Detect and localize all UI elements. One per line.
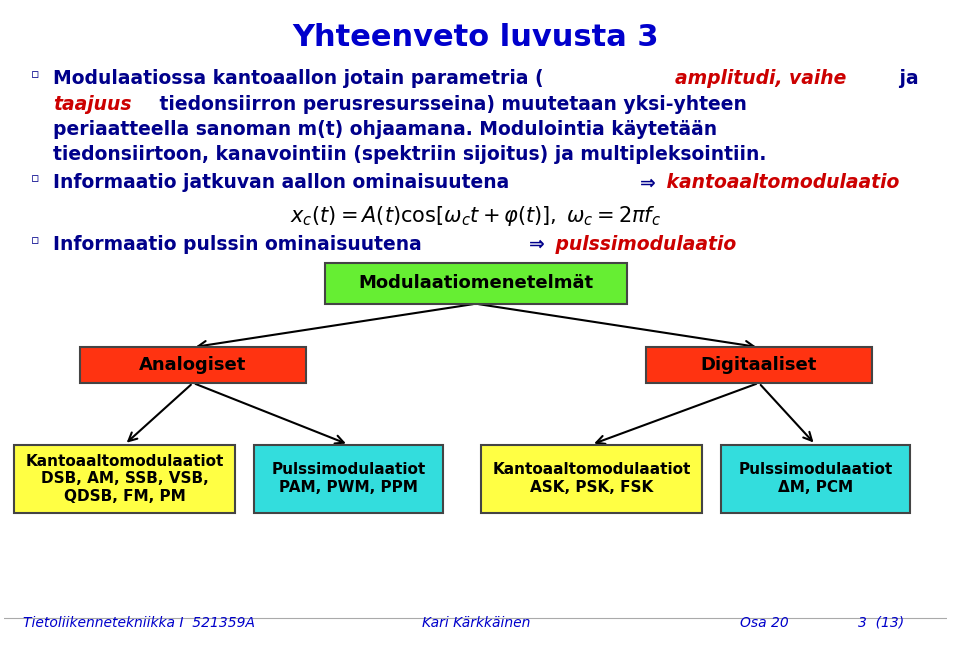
Text: periaatteella sanoman m(t) ohjaamana. Modulointia käytetään: periaatteella sanoman m(t) ohjaamana. Mo… xyxy=(54,120,717,139)
Text: Tietoliikennetekniikka I  521359A: Tietoliikennetekniikka I 521359A xyxy=(23,615,255,630)
Text: amplitudi, vaihe: amplitudi, vaihe xyxy=(675,69,847,88)
Text: ▫: ▫ xyxy=(31,234,39,247)
FancyBboxPatch shape xyxy=(325,263,627,304)
Text: Modulaatiossa kantoaallon jotain parametria (: Modulaatiossa kantoaallon jotain paramet… xyxy=(54,69,544,88)
Text: Yhteenveto luvusta 3: Yhteenveto luvusta 3 xyxy=(293,23,660,52)
Text: ▫: ▫ xyxy=(31,172,39,185)
Text: pulssimodulaatio: pulssimodulaatio xyxy=(549,235,736,254)
Text: ja: ja xyxy=(893,69,918,88)
Text: $x_c(t) = A(t)\cos[\omega_c t + \varphi(t)],\;\omega_c = 2\pi f_c$: $x_c(t) = A(t)\cos[\omega_c t + \varphi(… xyxy=(290,204,661,228)
Text: Modulaatiomenetelmät: Modulaatiomenetelmät xyxy=(358,275,593,292)
Text: Pulssimodulaatiot
ΔM, PCM: Pulssimodulaatiot ΔM, PCM xyxy=(738,463,893,495)
FancyBboxPatch shape xyxy=(80,347,306,383)
FancyBboxPatch shape xyxy=(254,445,443,513)
Text: Analogiset: Analogiset xyxy=(139,356,247,374)
Text: Kantoaaltomodulaatiot
ASK, PSK, FSK: Kantoaaltomodulaatiot ASK, PSK, FSK xyxy=(492,463,690,495)
Text: Kantoaaltomodulaatiot
DSB, AM, SSB, VSB,
QDSB, FM, PM: Kantoaaltomodulaatiot DSB, AM, SSB, VSB,… xyxy=(25,454,224,504)
Text: Informaatio jatkuvan aallon ominaisuutena: Informaatio jatkuvan aallon ominaisuuten… xyxy=(54,173,516,192)
Text: ⇒: ⇒ xyxy=(640,173,656,192)
Text: Informaatio pulssin ominaisuutena: Informaatio pulssin ominaisuutena xyxy=(54,235,428,254)
FancyBboxPatch shape xyxy=(481,445,702,513)
FancyBboxPatch shape xyxy=(646,347,872,383)
Text: ▫: ▫ xyxy=(31,68,39,81)
Text: Digitaaliset: Digitaaliset xyxy=(701,356,817,374)
Text: 3  (13): 3 (13) xyxy=(858,615,904,630)
Text: Pulssimodulaatiot
PAM, PWM, PPM: Pulssimodulaatiot PAM, PWM, PPM xyxy=(272,463,425,495)
Text: tiedonsiirron perusresursseina) muutetaan yksi-yhteen: tiedonsiirron perusresursseina) muutetaa… xyxy=(153,95,747,114)
FancyBboxPatch shape xyxy=(13,445,235,513)
FancyBboxPatch shape xyxy=(721,445,910,513)
Text: taajuus: taajuus xyxy=(54,95,132,114)
Text: kantoaaltomodulaatio: kantoaaltomodulaatio xyxy=(660,173,900,192)
Text: tiedonsiirtoon, kanavointiin (spektriin sijoitus) ja multipleksointiin.: tiedonsiirtoon, kanavointiin (spektriin … xyxy=(54,145,767,164)
Text: Osa 20: Osa 20 xyxy=(740,615,789,630)
Text: Kari Kärkkäinen: Kari Kärkkäinen xyxy=(421,615,530,630)
Text: ⇒: ⇒ xyxy=(529,235,544,254)
